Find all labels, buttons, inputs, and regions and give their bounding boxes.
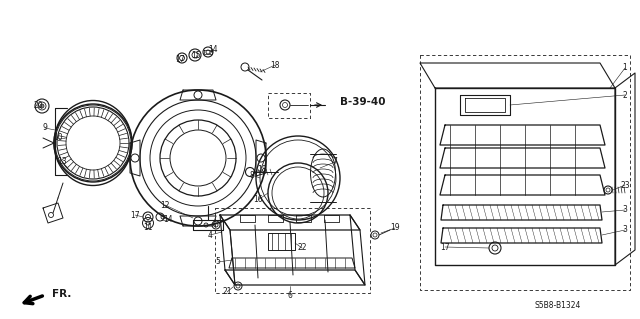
Text: 23: 23: [620, 181, 630, 189]
Text: 5: 5: [216, 257, 220, 266]
Text: 14: 14: [163, 216, 173, 225]
Text: 21: 21: [222, 287, 232, 296]
Text: 20: 20: [33, 100, 43, 109]
Text: 18: 18: [270, 61, 280, 70]
Text: 11: 11: [143, 224, 153, 233]
Text: 2: 2: [623, 91, 627, 100]
Text: 12: 12: [160, 201, 170, 210]
Text: 10: 10: [53, 133, 63, 143]
Text: 17: 17: [130, 211, 140, 219]
Text: 4: 4: [207, 231, 212, 240]
Text: 6: 6: [287, 291, 292, 300]
Text: 9: 9: [43, 123, 47, 132]
Text: 19: 19: [390, 224, 400, 233]
Text: 13: 13: [57, 158, 67, 167]
Text: 3: 3: [623, 205, 627, 214]
Text: S5B8-B1324: S5B8-B1324: [535, 300, 581, 309]
Text: 22: 22: [297, 243, 307, 253]
Text: 7: 7: [333, 158, 337, 167]
Text: FR.: FR.: [52, 289, 72, 299]
Text: 18: 18: [257, 166, 267, 174]
Text: 15: 15: [191, 50, 201, 60]
Text: B-39-40: B-39-40: [340, 97, 385, 107]
Text: 8: 8: [250, 170, 254, 180]
Text: 1: 1: [623, 63, 627, 72]
Text: 14: 14: [208, 46, 218, 55]
Text: 16: 16: [253, 196, 263, 204]
Text: 17: 17: [175, 56, 185, 64]
Circle shape: [40, 104, 44, 108]
Text: 17: 17: [440, 242, 450, 251]
Text: 3: 3: [623, 226, 627, 234]
